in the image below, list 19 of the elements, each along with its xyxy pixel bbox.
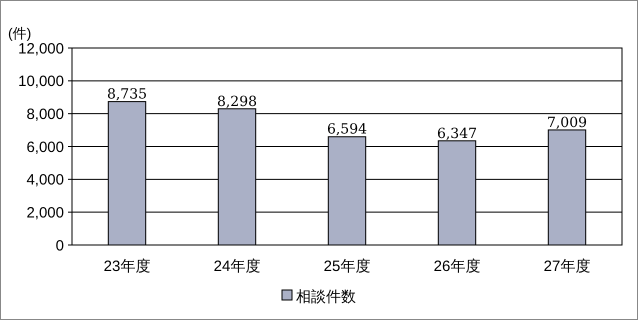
data-label: 7,009: [546, 114, 588, 131]
legend-label: 相談件数: [296, 288, 356, 306]
data-label: 6,347: [436, 126, 478, 142]
data-label: 8,298: [216, 94, 258, 110]
y-tick-label: 12,000: [18, 40, 64, 58]
data-label: 6,594: [326, 122, 368, 138]
x-tick-label: 25年度: [324, 258, 370, 275]
data-label: 8,735: [106, 86, 148, 103]
x-tick-label: 23年度: [104, 258, 150, 275]
y-tick-label: 4,000: [26, 172, 64, 189]
y-axis-title: (件): [8, 25, 32, 41]
x-tick-label: 27年度: [544, 258, 590, 275]
y-tick-label: 8,000: [26, 106, 64, 123]
y-tick-label: 10,000: [18, 73, 64, 90]
y-tick-label: 0: [56, 237, 64, 254]
x-tick-label: 26年度: [434, 258, 480, 275]
y-tick-label: 2,000: [26, 204, 64, 222]
y-tick-label: 6,000: [26, 138, 64, 156]
x-tick-label: 24年度: [214, 258, 260, 275]
